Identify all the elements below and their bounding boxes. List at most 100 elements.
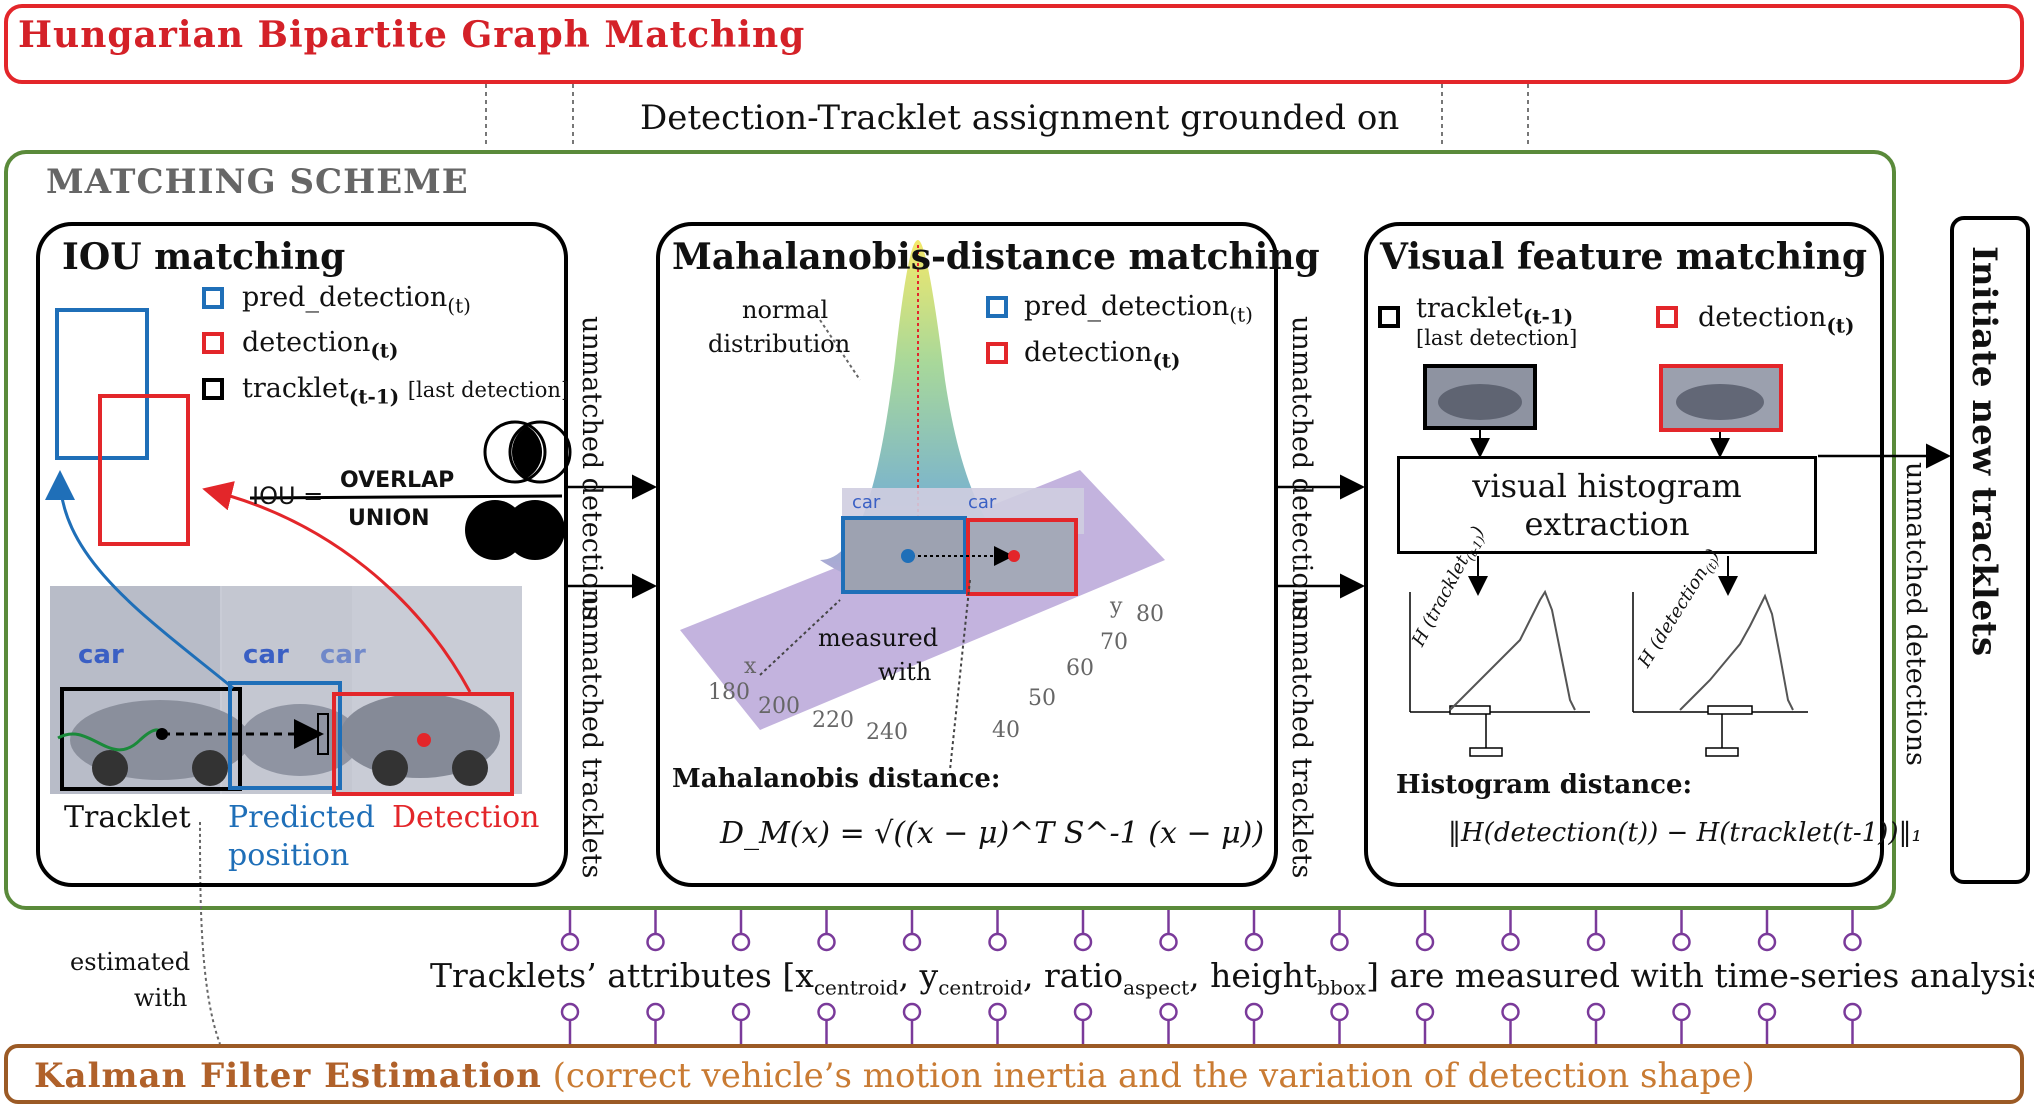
visual-thumbnails (1423, 364, 1783, 596)
det-legend-swatch (986, 342, 1008, 364)
det-legend-swatch (202, 332, 224, 354)
mahalanobis-plot (680, 240, 1165, 771)
pin-head (1244, 1002, 1264, 1022)
pin-head (1586, 1002, 1606, 1022)
with-annotation: with (878, 658, 932, 686)
initiate-new-tracklets-label: Initiate new tracklets (1964, 246, 2004, 657)
visual-legend-det: detection(t) (1698, 302, 1855, 338)
mahalanobis-formula: D_M(x) = √((x − μ)^T S^-1 (x − μ)) (720, 816, 1265, 851)
histogram-distance-label: Histogram distance: (1396, 770, 1693, 800)
pin-head (1843, 932, 1862, 952)
kalman-filter-box (4, 1044, 2024, 1104)
histogram-extraction-box: visual histogram extraction (1397, 456, 1817, 554)
pin-head (1672, 932, 1691, 952)
mahalanobis-panel (656, 222, 1278, 887)
predicted-arrow (45, 470, 234, 690)
normal-annotation: normal (742, 296, 829, 324)
maha-legend-pred: pred_detection(t) (1024, 291, 1253, 327)
pin-head (560, 1002, 580, 1022)
iou-formula-denominator: UNION (348, 506, 430, 531)
caption-detection: Detection (392, 800, 540, 835)
pin-head (646, 1002, 665, 1022)
pin-head (1330, 932, 1349, 952)
mahalanobis-distance-label: Mahalanobis distance: (672, 764, 1001, 794)
pin-head (731, 932, 751, 952)
unmatched-detections-label: unmatched detections (576, 316, 607, 620)
pin-head (1073, 1002, 1093, 1022)
trk-legend-swatch (202, 378, 224, 400)
y-tick: 60 (1066, 656, 1094, 681)
histogram-left (1409, 589, 1590, 757)
visual-title: Visual feature matching (1380, 236, 1868, 278)
pin-head (1843, 1002, 1862, 1022)
unmatched-detections-label: unmatched detections (1900, 462, 1931, 766)
histogram-box-line1: visual histogram (1472, 467, 1742, 505)
iou-boxes-diagram (55, 308, 190, 546)
car-label: car (243, 640, 289, 670)
tracking-photo (50, 586, 522, 796)
histogram-right (1632, 592, 1808, 757)
caption-tracklet: Tracklet (64, 800, 191, 835)
iou-title: IOU matching (62, 236, 346, 278)
pins-bottom (560, 1002, 1862, 1044)
with-label: with (134, 984, 188, 1012)
distribution-annotation: distribution (708, 330, 851, 358)
maha-legend-det: detection(t) (1024, 337, 1181, 373)
iou-formula-lhs: IOU = (252, 482, 324, 510)
det-legend-swatch (1656, 306, 1678, 328)
pin-head (1586, 932, 1606, 952)
y-tick: 40 (992, 718, 1020, 743)
hungarian-matching-box (4, 4, 2024, 84)
x-axis-label: x (744, 654, 757, 679)
mahalanobis-title: Mahalanobis-distance matching (672, 236, 1320, 278)
iou-legend-pred: pred_detection(t) (242, 282, 471, 318)
pins-top (560, 910, 1862, 952)
x-tick: 200 (758, 694, 800, 719)
pin-head (988, 1002, 1007, 1022)
caption-position: position (228, 838, 350, 873)
y-tick: 50 (1028, 686, 1056, 711)
initiate-new-tracklets-box (1950, 216, 2030, 884)
iou-venn-icon (249, 420, 572, 560)
pin-head (1330, 1002, 1349, 1022)
estimated-label: estimated (70, 948, 191, 976)
pin-head (817, 932, 836, 952)
pin-head (1415, 1002, 1435, 1022)
assignment-dashed-lines (485, 84, 1529, 145)
histogram-box-line2: extraction (1524, 505, 1690, 543)
pin-head (988, 932, 1007, 952)
assignment-text: Detection-Tracklet assignment grounded o… (640, 98, 1400, 138)
iou-formula-numerator: OVERLAP (340, 468, 455, 493)
y-tick: 80 (1136, 602, 1164, 627)
y-tick: 70 (1100, 630, 1128, 655)
pin-head (1159, 1002, 1178, 1022)
iou-legend-det: detection(t) (242, 327, 399, 363)
pin-head (902, 932, 922, 952)
estimated-link (199, 821, 221, 1045)
pin-head (1672, 1002, 1691, 1022)
hungarian-title: Hungarian Bipartite Graph Matching (18, 14, 806, 56)
car-label: car (968, 492, 997, 513)
pin-head (1757, 932, 1777, 952)
pin-head (1073, 932, 1093, 952)
car-label: car (320, 640, 366, 670)
matching-scheme-box (4, 150, 1896, 910)
histogram-formula: ‖H(detection(t)) − H(tracklet(t-1))‖₁ (1448, 818, 1922, 848)
caption-predicted: Predicted (228, 800, 375, 835)
pin-head (1159, 932, 1178, 952)
pred-legend-swatch (202, 287, 224, 309)
visual-panel (1364, 222, 1884, 887)
pin-head (1415, 932, 1435, 952)
pin-head (646, 932, 665, 952)
tracklet-attributes-text: Tracklets’ attributes [xcentroid, ycentr… (430, 956, 2034, 1000)
y-axis-label: y (1110, 594, 1123, 619)
pin-head (817, 1002, 836, 1022)
kalman-filter-title: Kalman Filter Estimation (correct vehicl… (34, 1056, 1755, 1096)
pin-head (1501, 1002, 1520, 1022)
x-tick: 180 (708, 680, 750, 705)
visual-legend-trk: tracklet(t-1) (1416, 293, 1574, 329)
matching-scheme-title: MATCHING SCHEME (46, 162, 469, 202)
unmatched-detections-label: unmatched detections (1286, 316, 1317, 620)
visual-legend-trk-note: [last detection] (1416, 326, 1578, 350)
